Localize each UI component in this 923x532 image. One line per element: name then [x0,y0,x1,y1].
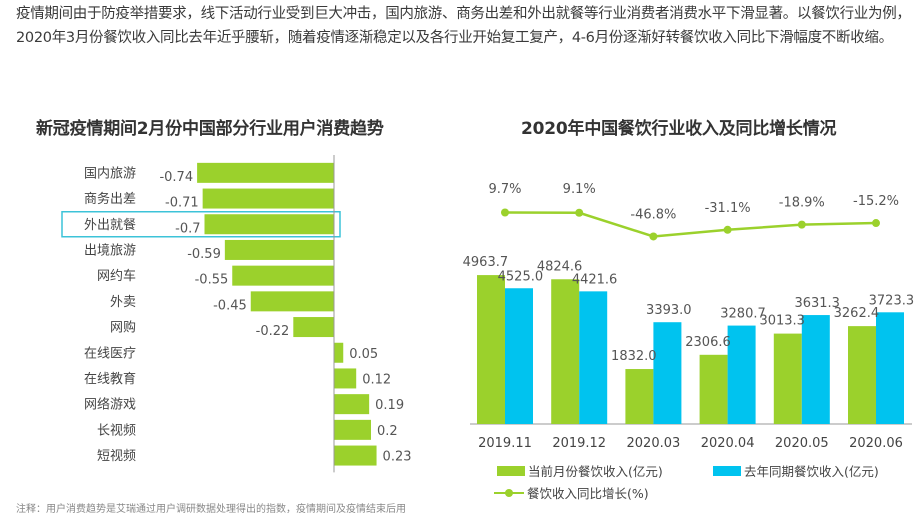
bar-3 [204,214,334,235]
value-label-current: 3013.3 [759,314,805,329]
legend-label-lastyear: 去年同期餐饮收入(亿元) [744,464,879,479]
bar-lastyear-2020.04 [727,325,756,424]
category-label: 网络游戏 [84,397,136,413]
bar-lastyear-2019.11 [505,288,533,424]
legend-swatch-green [497,465,525,476]
value-label: -0.22 [256,324,290,339]
x-tick-label: 2020.04 [701,436,755,451]
value-label-lastyear: 3631.3 [794,296,840,311]
growth-point-2020.05 [797,220,806,229]
bar-current-2019.12 [551,279,580,424]
category-label: 短视频 [97,449,136,464]
value-label: -0.59 [187,247,221,262]
category-label: 网购 [110,320,136,336]
bar-6 [250,291,334,312]
x-tick-label: 2020.03 [627,436,681,451]
growth-point-2019.11 [501,208,509,217]
category-label: 网约车 [97,268,136,284]
value-label: -0.45 [213,298,247,313]
bar-12 [334,445,377,466]
growth-label: 9.7% [488,182,521,197]
value-label: -0.71 [165,196,199,211]
intro-paragraph: 疫情期间由于防疫举措要求，线下活动行业受到巨大冲击，国内旅游、商务出差和外出就餐… [16,6,911,46]
value-label-current: 4963.7 [463,255,509,270]
category-label: 外出就餐 [84,217,136,233]
value-label-current: 4824.6 [537,259,583,274]
x-tick-label: 2020.06 [849,436,903,451]
category-label: 商务出差 [84,191,136,207]
bar-current-2020.03 [625,369,654,424]
legend-line-marker-icon [494,488,524,498]
right-chart-title: 2020年中国餐饮行业收入及同比增长情况 [521,119,837,139]
legend-label-growth: 餐饮收入同比增长(%) [527,486,649,501]
x-tick-label: 2019.11 [478,436,532,451]
legend-item-growth: 餐饮收入同比增长(%) [494,483,649,502]
highlight-box [61,211,341,238]
bar-7 [293,317,334,338]
value-label-current: 1832.0 [611,349,657,364]
growth-label: -46.8% [630,207,676,222]
value-label: 0.12 [362,372,391,387]
value-label-lastyear: 4421.6 [572,272,618,287]
value-label: -0.7 [175,221,200,236]
growth-label: -18.9% [779,196,825,211]
growth-point-2019.12 [575,208,584,217]
legend-item-current: 当前月份餐饮收入(亿元) [497,461,663,480]
category-label: 在线医疗 [84,346,136,361]
value-label: -0.74 [159,170,193,185]
x-tick-label: 2020.05 [775,436,829,451]
legend-swatch-blue [713,465,741,476]
growth-label: 9.1% [563,182,596,197]
growth-point-2020.06 [872,219,880,228]
bar-9 [334,368,357,389]
bar-current-2020.05 [773,333,802,424]
bar-4 [224,239,334,260]
bar-1 [197,162,334,183]
value-label: 0.2 [377,424,398,439]
growth-label: -31.1% [705,201,751,216]
bar-11 [334,419,371,440]
growth-point-2020.03 [649,232,658,241]
value-label-lastyear: 3723.3 [869,293,915,308]
bar-5 [232,265,334,286]
footnote: 注释：用户消费趋势是艾瑞通过用户调研数据处理得出的指数，疫情期间及疫情结束后用 [16,504,406,515]
bar-current-2020.04 [699,354,728,424]
category-label: 长视频 [97,423,136,438]
value-label-lastyear: 3393.0 [646,303,692,318]
value-label: 0.05 [349,347,378,362]
bar-8 [334,342,344,363]
value-label-current: 3262.4 [834,306,880,321]
x-tick-label: 2019.12 [552,436,606,451]
bar-lastyear-2020.06 [876,312,904,424]
value-label: 0.19 [375,398,404,413]
bar-current-2020.06 [848,326,876,424]
category-label: 在线教育 [84,371,136,387]
value-label-lastyear: 3280.7 [720,307,766,322]
growth-line [504,211,877,238]
left-chart-title: 新冠疫情期间2月份中国部分行业用户消费趋势 [36,119,384,139]
bar-10 [334,394,370,415]
category-label: 国内旅游 [84,165,136,181]
bar-lastyear-2020.05 [801,315,830,424]
growth-point-2020.04 [723,225,732,234]
legend-label-current: 当前月份餐饮收入(亿元) [528,464,663,479]
value-label-lastyear: 4525.0 [498,269,544,284]
bar-lastyear-2020.03 [653,322,682,424]
growth-label: -15.2% [853,194,899,209]
bar-current-2019.11 [477,275,505,424]
value-label: -0.55 [195,273,229,288]
category-label: 出境旅游 [84,243,136,258]
bar-lastyear-2019.12 [579,291,608,424]
value-label: 0.23 [383,450,412,465]
value-label-current: 2306.6 [685,335,731,350]
category-label: 外卖 [110,295,136,310]
legend-item-lastyear: 去年同期餐饮收入(亿元) [713,461,879,480]
bar-2 [202,188,334,209]
